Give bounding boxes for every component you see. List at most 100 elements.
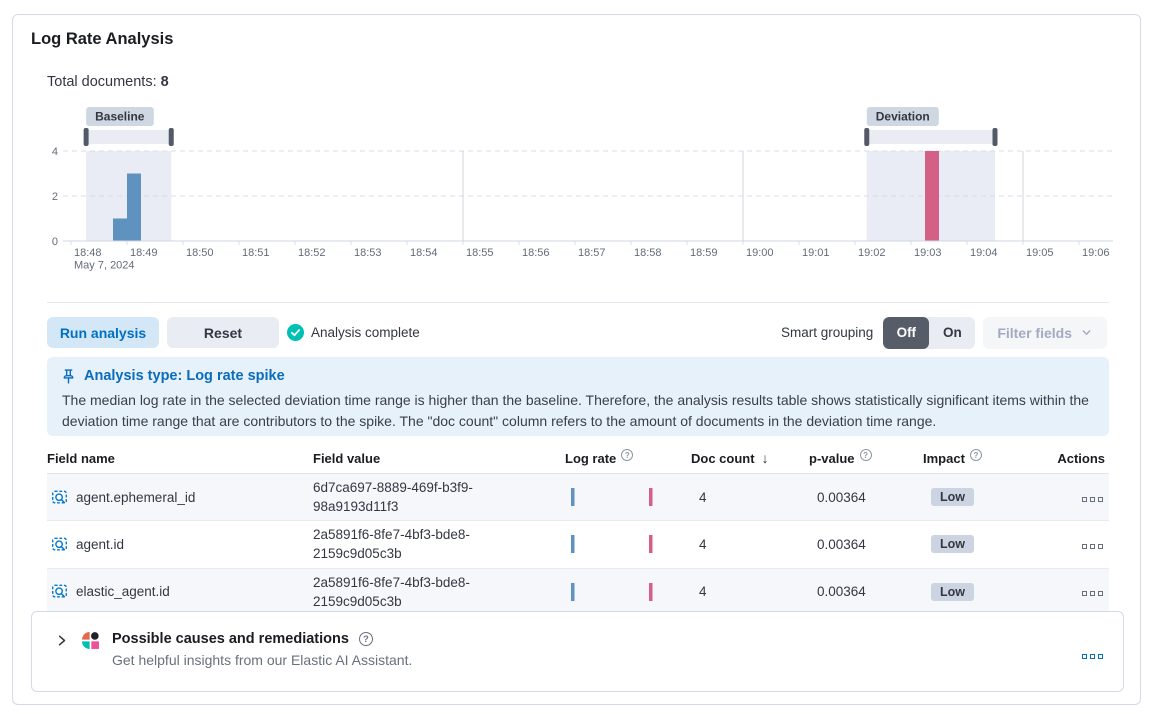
baseline-badge-label: Baseline	[95, 110, 145, 124]
histogram-bar-baseline	[127, 173, 141, 241]
x-axis-label: 19:04	[970, 247, 998, 259]
sparkline-deviation-bar	[649, 535, 653, 554]
x-axis-label: 18:48	[74, 247, 102, 259]
field-statistics-icon[interactable]	[51, 489, 68, 506]
x-axis-date-label: May 7, 2024	[74, 260, 135, 272]
help-tooltip-icon[interactable]	[358, 632, 373, 646]
results-table-header: Field name Field value Log rate Doc coun…	[47, 445, 1109, 474]
deviation-badge	[866, 107, 939, 126]
deviation-brush-track[interactable]	[866, 130, 995, 144]
doc-count-value: 4	[699, 584, 707, 600]
histogram-bar-deviation	[925, 151, 939, 241]
sparkline-deviation-bar	[649, 488, 653, 507]
column-header-log-rate: Log rate	[565, 449, 691, 466]
info-tooltip-icon[interactable]	[621, 449, 634, 461]
x-axis-label: 19:06	[1082, 247, 1110, 259]
impact-badge: Low	[931, 535, 974, 554]
row-actions-icon[interactable]	[1082, 543, 1103, 549]
field-value: 2a5891f6-8fe7-4bf3-bde8-2159c9d05c3b	[313, 527, 470, 562]
x-axis-label: 19:03	[914, 247, 942, 259]
page-title: Log Rate Analysis	[31, 30, 174, 48]
sort-descending-icon: ↓	[761, 450, 769, 466]
x-axis-label: 19:05	[1026, 247, 1054, 259]
filter-fields-label: Filter fields	[997, 324, 1072, 341]
column-header-doc-count[interactable]: Doc count ↓	[691, 450, 769, 466]
document-count-chart[interactable]: 0 2 4 18:48 18:49 18:50 18:51 18:52 18:53 18:54 18…	[33, 101, 1135, 277]
deviation-brush-handle-start[interactable]	[864, 128, 870, 146]
x-axis-label: 19:01	[802, 247, 830, 259]
x-axis-label: 18:54	[410, 247, 438, 259]
log-rate-sparkline	[571, 582, 653, 601]
y-axis-label: 0	[52, 236, 58, 248]
impact-badge: Low	[931, 582, 974, 601]
horizontal-divider	[47, 302, 1109, 303]
smart-grouping-label: Smart grouping	[781, 325, 874, 340]
y-axis-label: 4	[52, 146, 58, 158]
analysis-status-label: Analysis complete	[311, 325, 420, 340]
x-axis-label: 19:02	[858, 247, 886, 259]
baseline-brush-track[interactable]	[86, 130, 172, 144]
analysis-type-callout: Analysis type: Log rate spike The median…	[47, 357, 1109, 436]
total-documents-label: Total documents:	[47, 74, 157, 90]
field-statistics-icon[interactable]	[51, 536, 68, 553]
row-actions-icon[interactable]	[1082, 591, 1103, 597]
panel-actions-icon[interactable]	[1082, 654, 1103, 659]
x-axis-label: 18:58	[634, 247, 662, 259]
x-axis-label: 18:51	[242, 247, 270, 259]
column-header-field-name: Field name	[47, 450, 115, 466]
log-rate-sparkline	[571, 488, 653, 507]
chevron-right-icon[interactable]	[54, 633, 69, 648]
total-documents: Total documents: 8	[47, 74, 169, 90]
column-header-field-value: Field value	[313, 450, 381, 466]
accordion-subtitle: Get helpful insights from our Elastic AI…	[112, 652, 413, 668]
reset-button[interactable]: Reset	[167, 317, 279, 348]
sparkline-baseline-bar	[571, 488, 575, 507]
deviation-brush-handle-end[interactable]	[992, 128, 998, 146]
sparkline-baseline-bar	[571, 582, 575, 601]
chevron-down-icon	[1082, 330, 1091, 335]
sparkline-baseline-bar	[571, 535, 575, 554]
table-row: agent.id 2a5891f6-8fe7-4bf3-bde8-2159c9d…	[47, 521, 1109, 569]
log-rate-analysis-panel: Log Rate Analysis Total documents: 8 0 2 4…	[12, 14, 1141, 705]
p-value: 0.00364	[817, 489, 866, 505]
p-value: 0.00364	[817, 536, 866, 552]
x-axis-label: 18:55	[466, 247, 494, 259]
check-circle-icon	[287, 324, 304, 341]
info-tooltip-icon[interactable]	[969, 449, 982, 461]
baseline-brush-handle-end[interactable]	[168, 128, 174, 146]
pin-icon	[63, 368, 74, 384]
field-name: agent.ephemeral_id	[76, 489, 196, 505]
x-axis-label: 18:52	[298, 247, 326, 259]
field-statistics-icon[interactable]	[51, 583, 68, 600]
filter-fields-button[interactable]: Filter fields	[983, 316, 1107, 349]
smart-grouping-on-button[interactable]: On	[929, 317, 975, 349]
x-axis-label: 18:57	[578, 247, 606, 259]
row-actions-icon[interactable]	[1082, 496, 1103, 502]
field-value: 2a5891f6-8fe7-4bf3-bde8-2159c9d05c3b	[313, 574, 470, 609]
baseline-badge	[86, 107, 154, 126]
analysis-type-title: Analysis type: Log rate spike	[84, 368, 285, 384]
deviation-badge-label: Deviation	[876, 110, 930, 124]
total-documents-value: 8	[160, 74, 169, 90]
field-name: agent.id	[76, 536, 125, 552]
p-value: 0.00364	[817, 584, 866, 600]
column-header-p-value: p-value	[809, 449, 923, 466]
ai-assistant-accordion[interactable]: Possible causes and remediations Get hel…	[31, 611, 1124, 692]
x-axis-label: 19:00	[746, 247, 774, 259]
info-tooltip-icon[interactable]	[859, 449, 872, 461]
table-row: elastic_agent.id 2a5891f6-8fe7-4bf3-bde8…	[47, 568, 1109, 616]
log-histogram[interactable]: 0 2 4 18:48 18:49 18:50 18:51 18:52 18:53 18:54 18…	[33, 101, 1135, 277]
y-axis-label: 2	[52, 191, 58, 203]
histogram-bar-baseline	[113, 218, 127, 241]
log-rate-sparkline	[571, 535, 653, 554]
doc-count-value: 4	[699, 489, 707, 505]
x-axis-label: 18:56	[522, 247, 550, 259]
sparkline-deviation-bar	[649, 582, 653, 601]
run-analysis-button[interactable]: Run analysis	[47, 317, 159, 348]
smart-grouping-off-button[interactable]: Off	[883, 316, 930, 349]
column-header-actions: Actions	[1057, 450, 1105, 466]
analysis-status: Analysis complete	[287, 317, 420, 348]
baseline-brush-handle-start[interactable]	[83, 128, 89, 146]
impact-badge: Low	[931, 488, 974, 507]
